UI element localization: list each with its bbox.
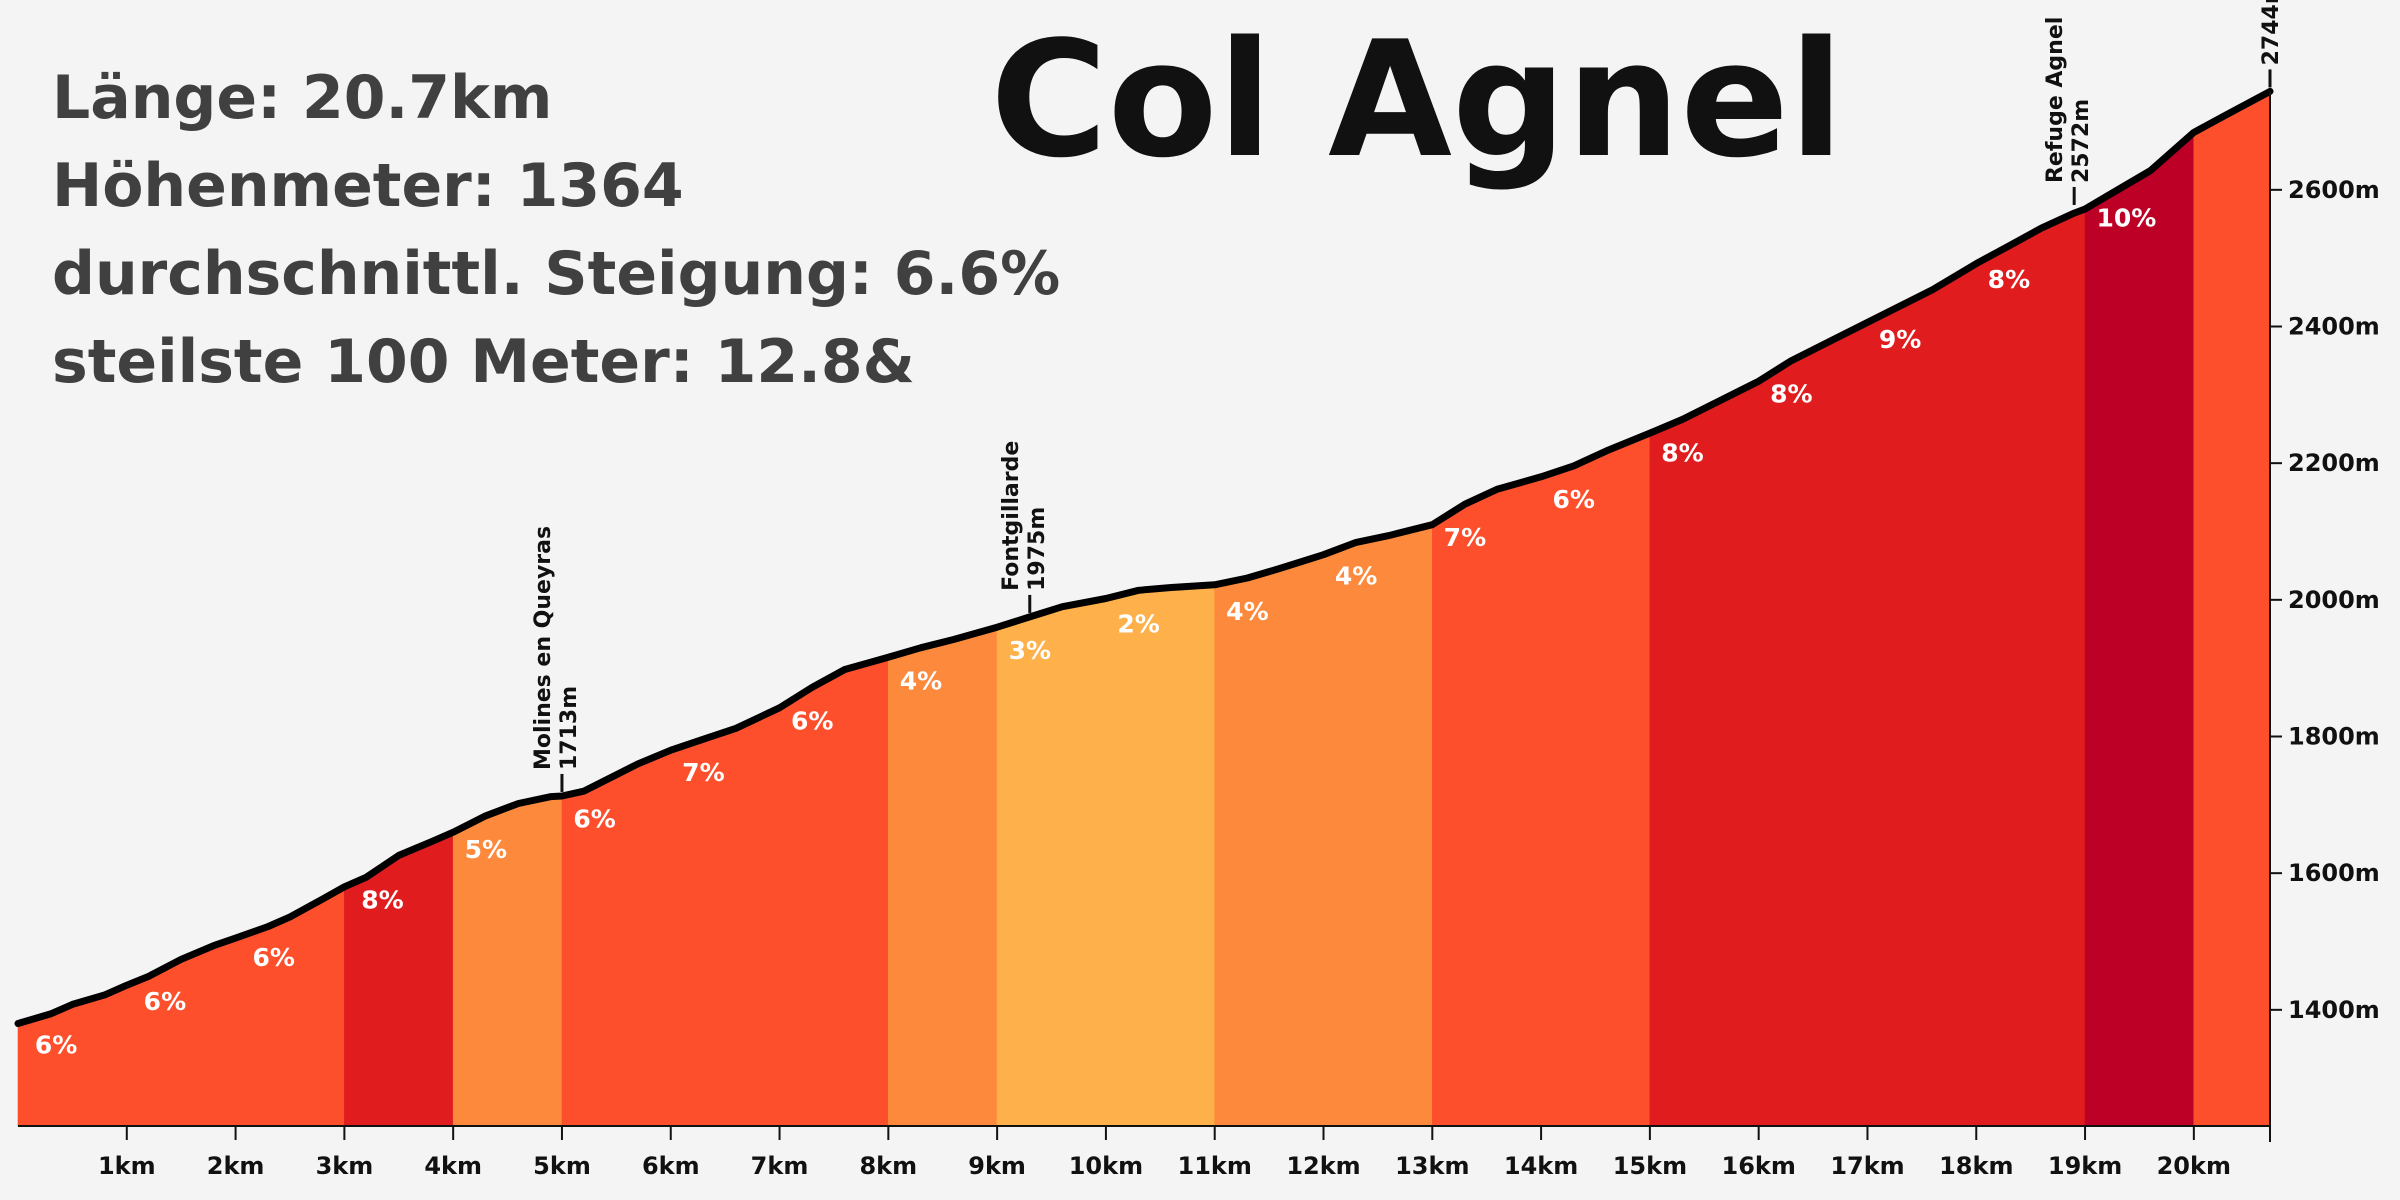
y-tick-label: 2000m [2288, 586, 2380, 614]
waypoints: Molines en Queyras 1713m Fontgillarde 1975m… [531, 0, 2284, 792]
stat-steepest-100m: steilste 100 Meter: 12.8& [52, 327, 915, 397]
grade-label: 6% [252, 943, 294, 972]
grade-segment-6 [996, 584, 1215, 1127]
x-tick-label: 14km [1504, 1152, 1578, 1180]
stat-length: Länge: 20.7km [52, 63, 552, 133]
grade-label: 8% [361, 885, 403, 914]
grade-label: 4% [1335, 561, 1377, 590]
x-tick-label: 11km [1178, 1152, 1252, 1180]
grade-label: 8% [1661, 438, 1703, 467]
y-tick-label: 1600m [2288, 859, 2380, 887]
grade-label: 9% [1879, 325, 1921, 354]
x-tick-label: 5km [533, 1152, 591, 1180]
y-tick-label: 2200m [2288, 449, 2380, 477]
grade-segments [17, 90, 2271, 1127]
stats-block: Länge: 20.7km Höhenmeter: 1364 durchschn… [52, 63, 1060, 397]
waypoint-elevation: 1975m [1025, 507, 1050, 591]
grade-label: 7% [682, 758, 724, 787]
grade-label: 10% [2096, 204, 2156, 233]
waypoint-elevation: 1713m [557, 686, 582, 770]
waypoint-name: Molines en Queyras [531, 526, 556, 770]
waypoint-name: Fontgillarde [999, 441, 1024, 591]
grade-label: 6% [573, 805, 615, 834]
x-tick-label: 15km [1613, 1152, 1687, 1180]
chart-title: Col Agnel [990, 6, 1844, 193]
x-tick-label: 7km [751, 1152, 809, 1180]
x-tick-label: 6km [642, 1152, 700, 1180]
x-tick-label: 10km [1069, 1152, 1143, 1180]
y-tick-label: 1400m [2288, 996, 2380, 1024]
x-tick-label: 9km [968, 1152, 1026, 1180]
x-tick-label: 16km [1722, 1152, 1796, 1180]
summit-elevation: 2744m [2259, 0, 2284, 65]
grade-label: 4% [1226, 597, 1268, 626]
grade-label: 8% [1770, 380, 1812, 409]
grade-label: 6% [791, 706, 833, 735]
y-tick-label: 2600m [2288, 176, 2380, 204]
grade-label: 3% [1009, 636, 1051, 665]
axes: 1km 2km 3km 4km 5km 6km 7km 8km 9km 10km 11km 12km 1… [18, 91, 2380, 1180]
grade-label: 6% [1552, 485, 1594, 514]
grade-labels: 6% 6% 6% 8% 5% 6% 7% 6% 4% 3% 2% 4% 4% 7% 6% 8% 8% 9% 8% 10… [35, 204, 2156, 1060]
y-tick-label: 1800m [2288, 723, 2380, 751]
waypoint-elevation: 2572m [2069, 99, 2094, 183]
stat-average-gradient: durchschnittl. Steigung: 6.6% [52, 239, 1060, 309]
grade-label: 2% [1117, 609, 1159, 638]
x-tick-label: 1km [98, 1152, 156, 1180]
x-tick-label: 18km [1939, 1152, 2013, 1180]
x-tick-label: 8km [859, 1152, 917, 1180]
x-tick-label: 13km [1395, 1152, 1469, 1180]
elevation-profile-line [14, 87, 2274, 1027]
grade-label: 4% [900, 667, 942, 696]
x-tick-label: 17km [1830, 1152, 1904, 1180]
grade-label: 8% [1988, 265, 2030, 294]
grade-segment-11 [2193, 90, 2271, 1127]
x-tick-label: 12km [1286, 1152, 1360, 1180]
x-tick-label: 19km [2048, 1152, 2122, 1180]
waypoint-name: Refuge Agnel [2043, 17, 2068, 183]
grade-segment-4 [561, 656, 889, 1127]
grade-label: 7% [1444, 523, 1486, 552]
grade-label: 6% [35, 1031, 77, 1060]
grade-segment-10 [2084, 131, 2195, 1127]
grade-segment-9 [1649, 208, 2086, 1127]
x-tick-label: 2km [207, 1152, 265, 1180]
grade-label: 5% [465, 835, 507, 864]
grade-label: 6% [144, 987, 186, 1016]
grade-segment-5 [888, 626, 998, 1127]
stat-elevation-gain: Höhenmeter: 1364 [52, 151, 684, 221]
profile-layer [14, 87, 2274, 1027]
x-tick-label: 3km [316, 1152, 374, 1180]
y-tick-label: 2400m [2288, 313, 2380, 341]
x-tick-label: 20km [2157, 1152, 2231, 1180]
x-tick-label: 4km [424, 1152, 482, 1180]
